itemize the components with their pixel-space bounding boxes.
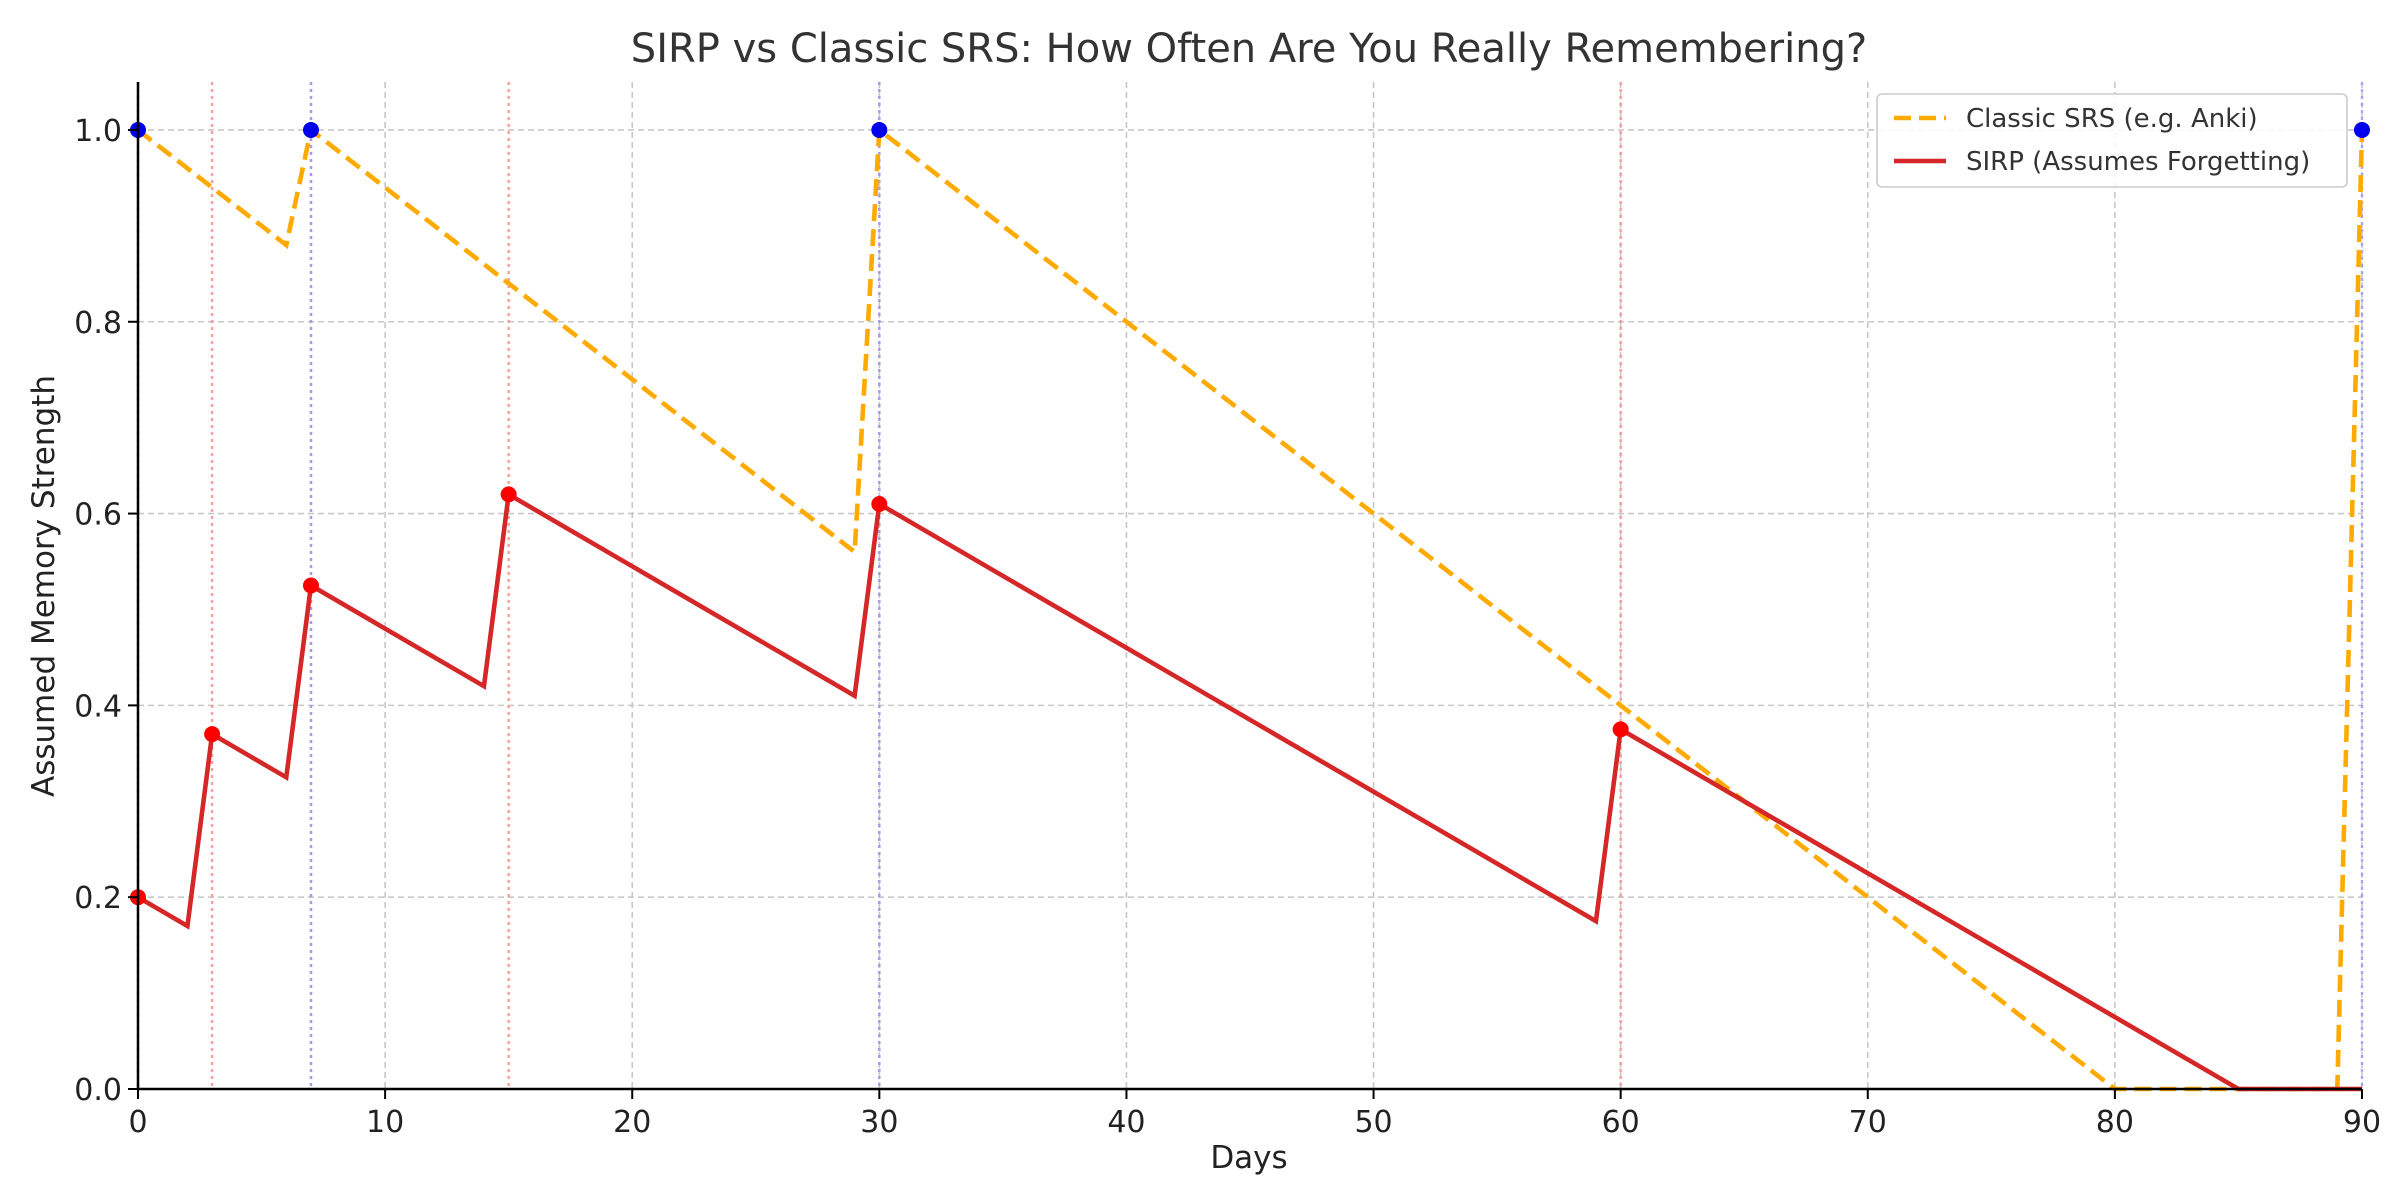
- x-tick-label: 90: [2343, 1105, 2381, 1140]
- review-marker-classic-srs: [2354, 121, 2370, 138]
- y-tick-label: 0.8: [74, 306, 122, 341]
- review-markers: [130, 121, 2370, 906]
- x-axis-label: Days: [1210, 1140, 1287, 1176]
- review-day-lines: [136, 82, 2364, 1089]
- x-tick-label: 60: [1602, 1105, 1640, 1140]
- x-tick-label: 50: [1354, 1105, 1392, 1140]
- chart-title: SIRP vs Classic SRS: How Often Are You R…: [631, 26, 1867, 72]
- ticks: 0 10 20 30 40 50 60 70 80 90 0.0 0.2 0.4 0.6 0.8 1.0: [74, 114, 2381, 1140]
- review-marker-sirp: [871, 495, 888, 512]
- x-tick-label: 30: [860, 1105, 898, 1140]
- review-marker-classic-srs: [302, 121, 319, 138]
- y-tick-label: 0.0: [74, 1073, 122, 1108]
- x-tick-label: 10: [366, 1105, 404, 1140]
- y-tick-label: 1.0: [74, 114, 122, 149]
- x-tick-label: 80: [2096, 1105, 2134, 1140]
- series-line-sirp: [136, 490, 2362, 1092]
- review-marker-sirp: [204, 726, 221, 743]
- legend-frame: [1876, 93, 2348, 188]
- x-tick-label: 20: [613, 1105, 651, 1140]
- y-tick-label: 0.6: [74, 498, 122, 533]
- x-tick-label: 0: [128, 1105, 147, 1140]
- review-marker-sirp: [500, 486, 517, 503]
- y-axis-label: Assumed Memory Strength: [26, 375, 62, 797]
- axes: [136, 82, 2362, 1091]
- series-line-classic-srs: [136, 125, 2365, 1092]
- series-lines: [136, 125, 2365, 1092]
- x-tick-label: 40: [1107, 1105, 1145, 1140]
- y-tick-label: 0.2: [74, 881, 122, 916]
- legend: Classic SRS (e.g. Anki) SIRP (Assumes Fo…: [1876, 93, 2348, 188]
- review-marker-sirp: [302, 577, 319, 594]
- x-tick-label: 70: [1849, 1105, 1887, 1140]
- review-marker-classic-srs: [871, 121, 888, 138]
- grid: [137, 82, 2363, 1090]
- y-tick-label: 0.4: [74, 689, 122, 724]
- review-marker-sirp: [1612, 721, 1629, 738]
- legend-label-sirp: SIRP (Assumes Forgetting): [1966, 147, 2310, 177]
- legend-label-classic-srs: Classic SRS (e.g. Anki): [1966, 104, 2258, 134]
